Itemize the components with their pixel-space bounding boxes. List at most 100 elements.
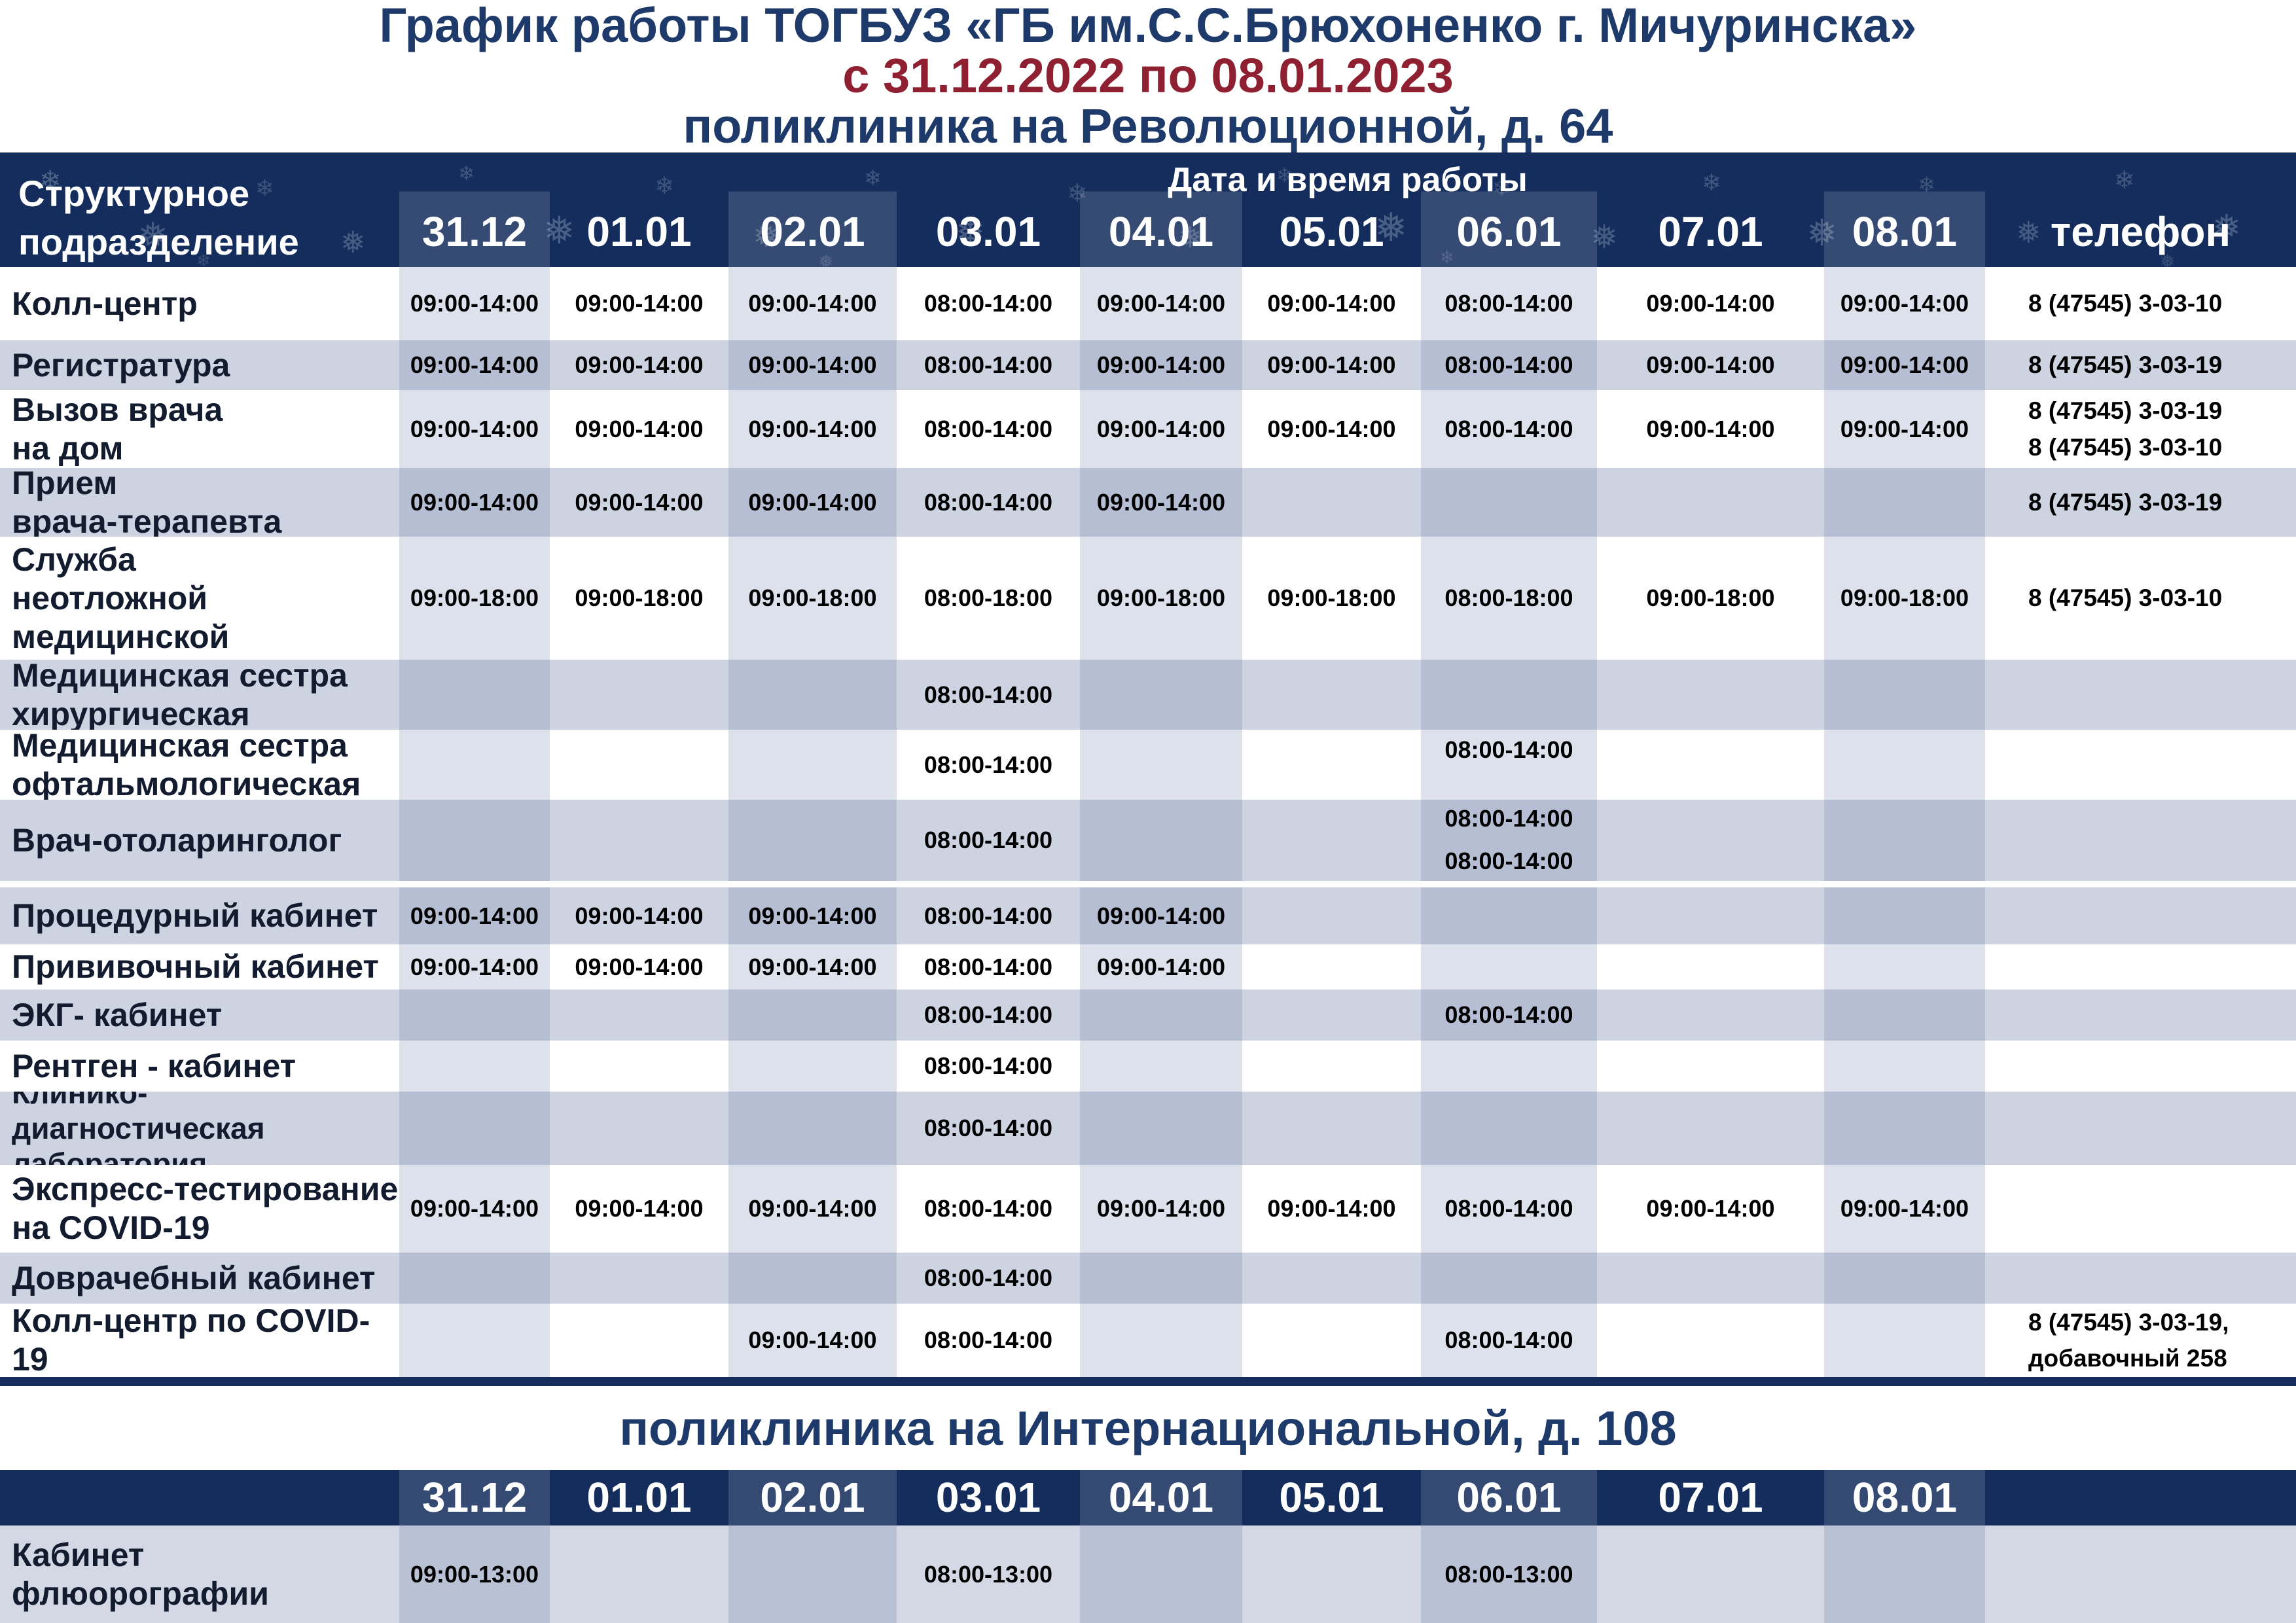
schedule-cell	[1824, 1253, 1985, 1304]
schedule-cell	[1597, 944, 1824, 990]
schedule-cell: 09:00-14:00	[550, 267, 728, 340]
schedule-cell: 09:00-14:00	[728, 267, 897, 340]
schedule-cell: 09:00-14:00	[728, 340, 897, 390]
schedule-cell	[550, 800, 728, 881]
schedule-cell: 08:00-14:00	[897, 1165, 1080, 1253]
schedule-cell: 09:00-14:00	[550, 944, 728, 990]
snowflake-icon: ❄	[864, 166, 882, 190]
schedule-cell	[1421, 944, 1597, 990]
schedule-cell	[1597, 800, 1824, 881]
schedule-cell: 09:00-14:00	[1824, 1165, 1985, 1253]
schedule-cell: 08:00-14:00	[897, 660, 1080, 730]
row-label: Служба неотложной медицинской	[0, 537, 399, 660]
schedule-cell	[728, 1525, 897, 1623]
snowflake-icon: ❅	[818, 251, 833, 267]
snowflake-icon: ❅	[753, 218, 779, 255]
row-label: Прием врача-терапевта	[0, 468, 399, 537]
schedule-cell: 08:00-14:00 08:00-14:00	[1421, 800, 1597, 881]
schedule-cell	[550, 1525, 728, 1623]
schedule-cell	[1080, 1092, 1242, 1165]
row-label: Доврачебный кабинет	[0, 1253, 399, 1304]
schedule-cell	[1242, 468, 1421, 537]
schedule-cell: 08:00-14:00	[1421, 267, 1597, 340]
snowflake-icon: ❄	[39, 166, 62, 195]
snowflake-icon: ❄	[458, 162, 475, 185]
schedule-cell	[1824, 1304, 1985, 1377]
schedule-cell: 08:00-14:00	[1421, 340, 1597, 390]
schedule-cell: 08:00-14:00	[897, 944, 1080, 990]
table-row: Рентген - кабинет 08:00-14:00	[0, 1041, 2296, 1092]
date-header2-07.01: 07.01	[1658, 1473, 1763, 1521]
date-header2-04.01: 04.01	[1080, 1470, 1242, 1525]
schedule-cell: 09:00-14:00	[1080, 390, 1242, 468]
schedule-cell: 09:00-14:00	[1242, 267, 1421, 340]
table-row: Медицинская сестра офтальмологическая 08:…	[0, 730, 2296, 800]
snowflake-icon: ❅	[2016, 215, 2041, 249]
schedule-cell: 08:00-14:00	[1421, 390, 1597, 468]
schedule-cell	[399, 990, 550, 1041]
snowflake-icon: ❅	[1806, 212, 1837, 253]
schedule-cell: 09:00-14:00	[1597, 390, 1824, 468]
table-row: Клинико-диагностическая лаборатория 08:00…	[0, 1092, 2296, 1165]
phone-cell: 8 (47545) 3-03-10	[1985, 537, 2296, 660]
schedule-cell: 08:00-14:00	[1421, 990, 1597, 1041]
table-row: Прививочный кабинет 09:00-14:00 09:00-14:0…	[0, 944, 2296, 990]
schedule-cell: 09:00-14:00	[728, 944, 897, 990]
schedule-cell: 09:00-14:00	[1080, 887, 1242, 944]
schedule-cell	[728, 1253, 897, 1304]
schedule-cell	[1242, 800, 1421, 881]
schedule-cell	[550, 730, 728, 800]
schedule-cell: 09:00-18:00	[399, 537, 550, 660]
row-label: Колл-центр по COVID-19	[0, 1304, 399, 1377]
row-label: Медицинская сестра офтальмологическая	[0, 730, 399, 800]
date-header2-06.01: 06.01	[1421, 1470, 1597, 1525]
schedule-cell	[1080, 990, 1242, 1041]
row-spacer	[0, 881, 2296, 887]
schedule-cell	[1824, 1041, 1985, 1092]
table-row: Медицинская сестра хирургическая 08:00-14…	[0, 660, 2296, 730]
schedule-cell	[1242, 1304, 1421, 1377]
schedule-cell: 09:00-14:00	[550, 340, 728, 390]
schedule-cell	[728, 800, 897, 881]
schedule-cell: 09:00-18:00	[1242, 537, 1421, 660]
row-label: Экспресс-тестирование на COVID-19	[0, 1165, 399, 1253]
schedule-cell	[728, 660, 897, 730]
schedule-cell	[1421, 1092, 1597, 1165]
schedule-cell	[1080, 1041, 1242, 1092]
schedule-cell	[1242, 944, 1421, 990]
schedule-cell	[1597, 1253, 1824, 1304]
phone-cell	[1985, 944, 2296, 990]
date-header2-31.12: 31.12	[399, 1470, 550, 1525]
phone-cell	[1985, 887, 2296, 944]
column-header-dates-span: Дата и время работы	[1168, 161, 1528, 199]
schedule-cell: 09:00-14:00	[1824, 267, 1985, 340]
schedule-cell	[1080, 730, 1242, 800]
schedule-cell: 08:00-13:00	[897, 1525, 1080, 1623]
schedule-cell: 09:00-14:00	[399, 267, 550, 340]
row-label: Врач-отоларинголог	[0, 800, 399, 881]
schedule-cell: 08:00-14:00	[1421, 730, 1597, 800]
date-header-03.01: 03.01	[935, 208, 1041, 256]
schedule-cell	[1080, 1525, 1242, 1623]
row-label: Колл-центр	[0, 267, 399, 340]
table-row: Прием врача-терапевта 09:00-14:00 09:00-14…	[0, 468, 2296, 537]
snowflake-icon: ❄	[1067, 180, 1088, 207]
table-row: Экспресс-тестирование на COVID-19 09:00-1…	[0, 1165, 2296, 1253]
schedule-cell	[1597, 887, 1824, 944]
row-label: Рентген - кабинет	[0, 1041, 399, 1092]
snowflake-icon: ❅	[1590, 219, 1618, 255]
period-subtitle: с 31.12.2022 по 08.01.2023	[842, 48, 1454, 103]
snowflakes-decoration: ❄ ❅ ❄ ❅ ❄ ❅ ❄ ❅ ❄ ❅ ❄ ❅ ❄ ❅ ❄ ❅ ❄ ❅ ❄ ❅ ❄ ❅ ❄ ❅ ❄ ❅	[0, 152, 2296, 267]
schedule-cell: 09:00-18:00	[1824, 537, 1985, 660]
schedule-cell: 09:00-18:00	[1080, 537, 1242, 660]
snowflake-icon: ❅	[2212, 209, 2241, 247]
schedule-cell: 09:00-14:00	[1824, 390, 1985, 468]
schedule-cell	[550, 1304, 728, 1377]
date-header-05.01: 05.01	[1279, 208, 1384, 256]
phone-cell: 8 (47545) 3-03-19	[1985, 468, 2296, 537]
snowflake-icon: ❄	[1918, 172, 1935, 197]
header2-corner-spacer	[0, 1470, 399, 1525]
snowflake-icon: ❅	[956, 213, 986, 252]
snowflake-icon: ❄	[1440, 247, 1454, 267]
schedule-cell	[1242, 1525, 1421, 1623]
